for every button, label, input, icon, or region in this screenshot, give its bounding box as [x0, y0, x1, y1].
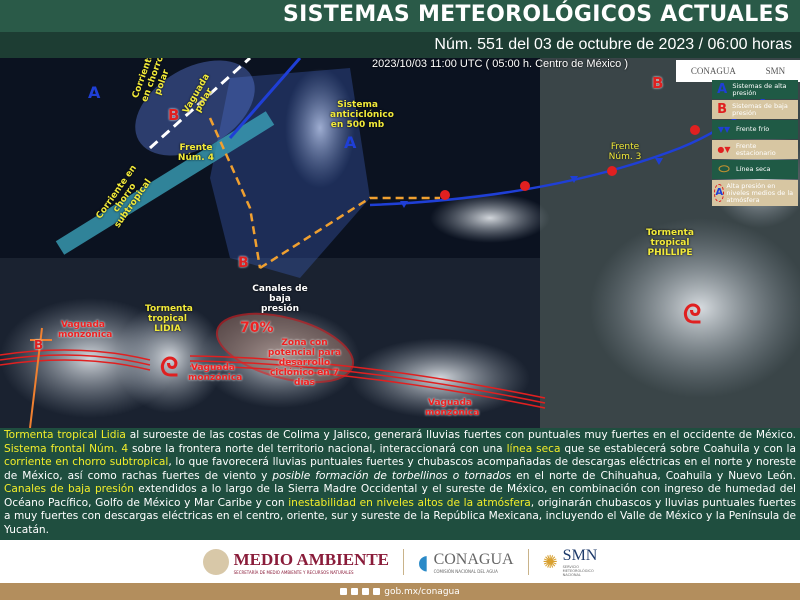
high-pressure-icon: A: [717, 82, 728, 97]
high-pressure-marker: A: [88, 83, 101, 102]
legend-item: A Alta presión en niveles medios de la at…: [712, 180, 798, 206]
label-vaguada-2: Vaguada monzónica: [188, 363, 243, 383]
footer-logos: MEDIO AMBIENTE SECRETARÍA DE MEDIO AMBIEN…: [0, 540, 800, 584]
coat-of-arms-icon: [202, 549, 229, 575]
divider: [527, 549, 529, 575]
legend-label: Sistemas de baja presión: [732, 101, 788, 117]
humidity-text: ingreso de humedad del Océano Pacífico, …: [4, 483, 796, 509]
youtube-icon[interactable]: [373, 588, 381, 595]
title-bar: SISTEMAS METEOROLÓGICOS ACTUALES: [0, 0, 800, 32]
smn-title: SMN: [562, 547, 598, 564]
legend-label: Frente frío: [736, 125, 770, 133]
medio-ambiente-logo: MEDIO AMBIENTE SECRETARÍA DE MEDIO AMBIEN…: [202, 549, 390, 575]
tropical-wave: [29, 327, 52, 428]
label-anticiclonico: Sistema anticiclónico en 500 mb: [330, 100, 394, 130]
text: en el norte de Chihuahua, Coahuila y Nue…: [511, 469, 796, 482]
legend-label: Sistemas de alta presión: [732, 81, 787, 97]
legend-label: Frente estacionario: [735, 141, 776, 157]
legend-label: Alta presión en niveles medios de la atm…: [726, 181, 794, 204]
label-frente-3: Frente Núm. 3: [608, 142, 642, 162]
text: , lo que favorecerá lluvias puntuales fu…: [4, 456, 796, 482]
low-pressure-icon: B: [717, 102, 728, 117]
conagua-icon: ◖: [418, 550, 429, 574]
anticyclone-area: [210, 68, 370, 278]
low-pressure-marker: B: [238, 255, 249, 271]
hl-chorro: corriente en chorro subtropical: [4, 456, 169, 468]
hl-inestabilidad: inestabilidad en niveles altos de la atm…: [288, 496, 531, 509]
front-cold-marks: [400, 158, 663, 208]
legend-item: ⬭ Línea seca: [712, 160, 798, 179]
high-pressure-marker: A: [344, 133, 357, 152]
subtitle-bar: Núm. 551 del 03 de octubre de 2023 / 06:…: [0, 32, 800, 58]
dry-line-icon: ⬭: [718, 162, 730, 177]
front-warm-marks: [440, 125, 700, 200]
smn-logo: SMN: [765, 66, 786, 76]
legend-item: A Sistemas de alta presión: [712, 80, 798, 99]
monsoon-trough: [0, 349, 546, 409]
legend-item: ▼▼ Frente frío: [712, 120, 798, 139]
label-vaguada-1: Vaguada monzónica: [58, 320, 113, 340]
hl-linea-seca: línea seca: [506, 442, 561, 455]
label-vaguada-3: Vaguada monzónica: [425, 398, 480, 418]
polar-trough-area: [135, 60, 255, 156]
page-subtitle: Núm. 551 del 03 de octubre de 2023 / 06:…: [434, 36, 792, 53]
medio-sub: SECRETARÍA DE MEDIO AMBIENTE Y RECURSOS …: [233, 569, 354, 575]
text: al suroeste de las costas de Colima y Ja…: [125, 429, 796, 441]
front-4-line: [228, 58, 302, 139]
hl-canales: Canales de baja presión: [4, 483, 134, 495]
divider: [403, 549, 405, 575]
label-frente-4: Frente Núm. 4: [177, 143, 215, 163]
satellite-map: ᘓ ᘓ 2023/10/03 11:00 UTC ( 05:00 h. Cent…: [0, 58, 800, 428]
mid-level-high-icon: A: [714, 184, 725, 202]
dry-line: [208, 117, 440, 270]
label-lidia: Tormenta tropical LIDIA: [145, 304, 193, 334]
label-percent: 70%: [240, 320, 274, 336]
storm-lidia-icon: ᘓ: [160, 353, 178, 383]
storm-phillipe-icon: ᘓ: [683, 300, 701, 330]
legend-label: Línea seca: [736, 165, 771, 173]
social-bar: gob.mx/conagua: [0, 583, 800, 600]
conagua-title: CONAGUA: [433, 550, 514, 568]
text: sobre la frontera norte del territorio n…: [128, 442, 507, 455]
page-title: SISTEMAS METEOROLÓGICOS ACTUALES: [282, 2, 790, 27]
website-link[interactable]: gob.mx/conagua: [384, 586, 460, 597]
map-graphics: ᘓ ᘓ: [0, 58, 800, 428]
text: , originarán chubascos y lluvias puntual…: [4, 496, 796, 536]
smn-icon: ✺: [542, 551, 558, 573]
top-logos: CONAGUA SMN: [676, 60, 800, 82]
text: y con: [252, 496, 289, 509]
subtropical-jet-arrow: [55, 111, 275, 255]
text: que se establecerá sobre Coahuila y con …: [560, 442, 796, 455]
italic-tornados: posible formación de torbellinos o torna…: [272, 469, 512, 482]
polar-trough-line: [148, 58, 252, 150]
instagram-icon[interactable]: [362, 588, 370, 595]
twitter-icon[interactable]: [351, 588, 359, 595]
cold-front-icon: ▼▼: [717, 125, 731, 134]
hl-frontal: Sistema frontal Núm. 4: [4, 442, 129, 455]
low-pressure-marker: B: [34, 338, 44, 352]
legend-item: B Sistemas de baja presión: [712, 100, 798, 119]
stationary-front-icon: ●▼: [717, 145, 731, 154]
conagua-sub: COMISIÓN NACIONAL DEL AGUA: [433, 568, 498, 574]
low-pressure-marker: B: [168, 106, 180, 124]
label-zona: Zona con potencial para desarrollo cicló…: [267, 338, 342, 388]
timestamp: 2023/10/03 11:00 UTC ( 05:00 h. Centro d…: [372, 58, 628, 70]
text: extendidos a lo largo de la Sierra Madre…: [133, 483, 665, 495]
conagua-logo: CONAGUA: [690, 66, 736, 76]
conagua-footer-logo: ◖ CONAGUA COMISIÓN NACIONAL DEL AGUA: [418, 550, 514, 574]
label-phillipe: Tormenta tropical PHILLIPE: [646, 228, 694, 258]
medio-title: MEDIO AMBIENTE: [233, 549, 390, 569]
low-pressure-marker: B: [652, 74, 664, 92]
legend-item: ●▼ Frente estacionario: [712, 140, 798, 159]
forecast-description: Tormenta tropical Lidia al suroeste de l…: [0, 428, 800, 540]
hl-lidia: Tormenta tropical Lidia: [4, 429, 126, 441]
label-canales: Canales de baja presión: [252, 284, 308, 314]
facebook-icon[interactable]: [340, 588, 348, 595]
smn-sub: SERVICIO METEOROLÓGICO NACIONAL: [562, 565, 594, 577]
smn-footer-logo: ✺ SMN SERVICIO METEOROLÓGICO NACIONAL: [543, 547, 598, 577]
legend: A Sistemas de alta presión B Sistemas de b…: [712, 80, 798, 207]
